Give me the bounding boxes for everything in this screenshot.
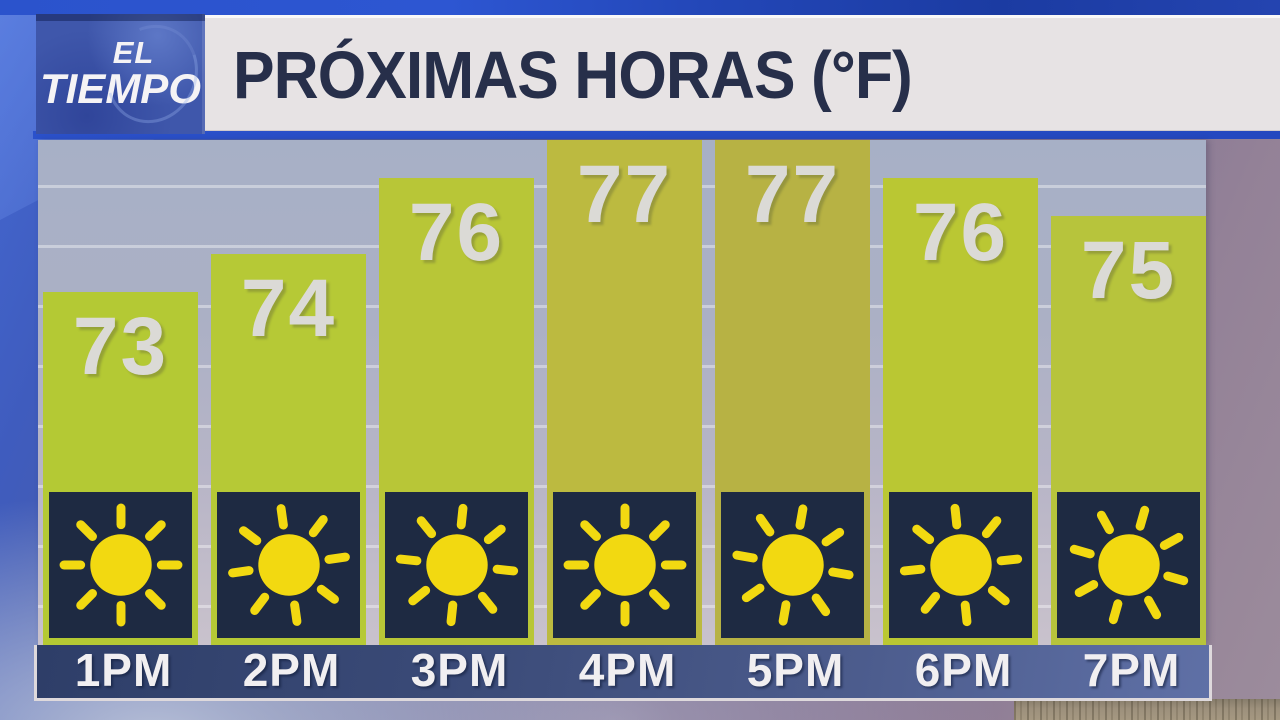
temp-bar-6pm: 76: [883, 178, 1038, 645]
bar-value-label: 77: [576, 149, 673, 240]
temp-bar-7pm: 75: [1051, 216, 1206, 645]
bar-value-label: 75: [1080, 225, 1177, 316]
bar-value-label: 76: [912, 187, 1009, 278]
bar-value-label: 74: [240, 263, 337, 354]
time-label-1pm: 1PM: [74, 644, 173, 696]
sun-icon: [385, 492, 528, 638]
time-axis-strip: 1PM 2PM 3PM 4PM 5PM 6PM 7PM: [34, 644, 1212, 701]
header-bottom-border: [33, 131, 1280, 139]
time-label-5pm: 5PM: [746, 644, 845, 696]
time-label-3pm: 3PM: [410, 644, 509, 696]
logo-swirl-decoration: [90, 9, 214, 139]
sun-icon: [889, 492, 1032, 638]
time-label-6pm: 6PM: [914, 644, 1013, 696]
treeline-silhouette: [1014, 699, 1280, 720]
temp-bar-5pm: 77: [715, 140, 870, 645]
logo-text-tiempo: TIEMPO: [39, 65, 201, 112]
time-label-2pm: 2PM: [242, 644, 341, 696]
sun-icon: [1057, 492, 1200, 638]
temp-bar-4pm: 77: [547, 140, 702, 645]
page-title: PRÓXIMAS HORAS (°F): [233, 37, 913, 113]
header-bar: [205, 15, 1280, 132]
top-blue-band: [0, 0, 1280, 15]
chart-plot-area: 73 74 76 77 77 76 75: [38, 140, 1206, 645]
bar-value-label: 77: [744, 149, 841, 240]
temp-bar-3pm: 76: [379, 178, 534, 645]
brand-logo: EL TIEMPO: [36, 9, 214, 139]
time-label-4pm: 4PM: [578, 644, 677, 696]
temp-bar-2pm: 74: [211, 254, 366, 645]
sun-icon: [217, 492, 360, 638]
logo-text-el: EL: [112, 35, 155, 70]
bar-value-label: 76: [408, 187, 505, 278]
sun-icon: [49, 492, 192, 638]
sun-icon: [553, 492, 696, 638]
sun-icon: [721, 492, 864, 638]
bar-value-label: 73: [72, 301, 169, 392]
time-label-7pm: 7PM: [1082, 644, 1181, 696]
temp-bar-1pm: 73: [43, 292, 198, 645]
